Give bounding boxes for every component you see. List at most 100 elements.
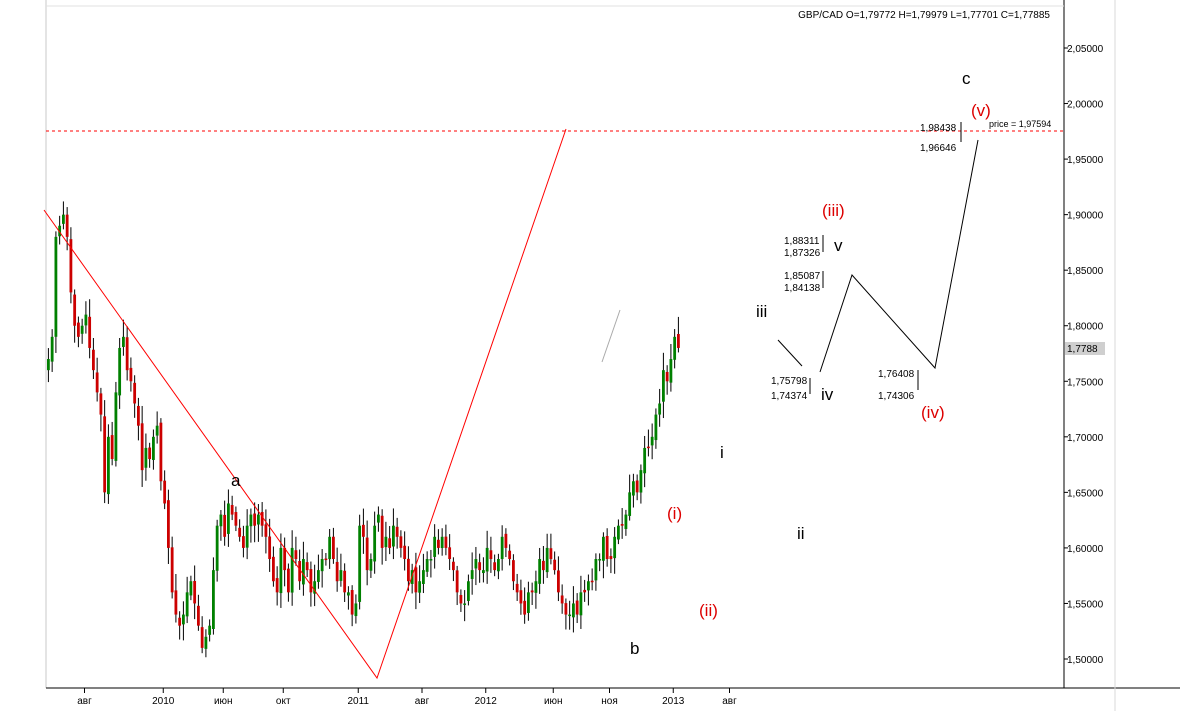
candle bbox=[425, 551, 429, 577]
candle bbox=[50, 329, 54, 372]
candle bbox=[200, 616, 204, 654]
candle-body bbox=[362, 524, 365, 537]
candle bbox=[654, 408, 658, 449]
candle bbox=[504, 528, 508, 558]
candle bbox=[317, 554, 320, 589]
last-price-tag bbox=[1065, 342, 1105, 355]
trend-lines bbox=[43, 128, 567, 680]
candle-body bbox=[65, 214, 69, 237]
candle bbox=[455, 565, 459, 606]
candle bbox=[444, 524, 448, 556]
candle-body bbox=[294, 550, 298, 560]
candle bbox=[377, 506, 380, 532]
x-tick-label: 2012 bbox=[475, 696, 498, 707]
candle-body bbox=[609, 556, 613, 560]
wave-label-r-v: (v) bbox=[971, 101, 991, 120]
candle-body bbox=[140, 423, 144, 471]
level-label-5: 1,88311 bbox=[784, 236, 820, 247]
candle bbox=[673, 329, 677, 369]
x-tick-label: июн bbox=[544, 696, 563, 707]
candle-body bbox=[583, 589, 587, 593]
candle-body bbox=[174, 590, 178, 615]
x-tick-label: 2013 bbox=[662, 696, 685, 707]
candle-body bbox=[133, 382, 137, 404]
candle-body bbox=[650, 436, 654, 446]
candle bbox=[399, 530, 403, 558]
y-tick-label: 1,70000 bbox=[1067, 433, 1104, 444]
candle bbox=[193, 565, 197, 620]
candle bbox=[339, 553, 343, 587]
candle-body bbox=[242, 536, 245, 548]
candle bbox=[635, 474, 639, 501]
target-price-label: price = 1,97594 bbox=[989, 119, 1051, 129]
candle-body bbox=[467, 581, 470, 601]
y-tick-label: 1,95000 bbox=[1067, 155, 1104, 166]
candle-body bbox=[620, 524, 624, 526]
candle-body bbox=[635, 480, 639, 493]
candle-body bbox=[260, 512, 264, 526]
candle bbox=[485, 530, 489, 584]
candle-body bbox=[444, 536, 448, 548]
candle bbox=[182, 601, 185, 641]
candle-body bbox=[455, 570, 459, 593]
candle bbox=[125, 326, 129, 381]
candle-body bbox=[658, 403, 662, 415]
candle-body bbox=[399, 536, 403, 548]
y-tick-label: 1,60000 bbox=[1067, 544, 1104, 555]
candle bbox=[677, 316, 680, 353]
candle-body bbox=[182, 614, 185, 625]
level-label-2: 1,74374 bbox=[771, 391, 808, 402]
candle-body bbox=[155, 425, 159, 436]
candle bbox=[474, 546, 478, 586]
price-axis[interactable]: 1,50000 1,55000 1,60000 1,65000 1,70000 1,750… bbox=[1064, 44, 1104, 666]
candle-body bbox=[425, 559, 429, 572]
candle-body bbox=[328, 536, 332, 560]
candle bbox=[497, 553, 500, 580]
candle bbox=[212, 557, 215, 635]
candle bbox=[114, 381, 118, 467]
candle bbox=[388, 526, 392, 555]
candle-body bbox=[347, 592, 350, 596]
candle bbox=[189, 575, 193, 601]
candle bbox=[170, 536, 174, 599]
candle bbox=[167, 489, 170, 564]
candle-body bbox=[50, 336, 54, 362]
candle bbox=[242, 525, 245, 558]
candle-body bbox=[283, 547, 287, 571]
candle-body bbox=[602, 536, 605, 561]
candle-body bbox=[470, 570, 474, 579]
candle bbox=[347, 586, 350, 610]
candle bbox=[624, 509, 628, 536]
candle-body bbox=[137, 405, 140, 426]
candle-body bbox=[485, 547, 489, 572]
candle bbox=[47, 348, 50, 383]
candle bbox=[332, 527, 335, 564]
candle bbox=[208, 619, 212, 642]
candle bbox=[260, 502, 264, 537]
candle bbox=[500, 525, 504, 571]
candle-body bbox=[497, 559, 500, 572]
candle-body bbox=[392, 525, 395, 547]
candle bbox=[665, 365, 669, 395]
candle-body bbox=[549, 548, 553, 560]
candle bbox=[583, 579, 587, 602]
candle bbox=[373, 511, 377, 574]
candle bbox=[313, 564, 317, 607]
candle bbox=[320, 549, 324, 588]
candle-body bbox=[422, 570, 425, 584]
candle-body bbox=[395, 526, 399, 537]
candle-body bbox=[279, 547, 283, 594]
candle-body bbox=[418, 581, 422, 593]
candle-body bbox=[129, 367, 133, 382]
time-axis[interactable]: авг 2010 июн окт 2011 авг 2012 июн ноя 2013 авг bbox=[77, 688, 737, 707]
candle-body bbox=[339, 570, 343, 581]
candle-body bbox=[332, 536, 335, 560]
candle bbox=[133, 375, 137, 418]
candle-body bbox=[335, 561, 339, 582]
candle bbox=[163, 470, 167, 510]
candle-body bbox=[463, 603, 467, 605]
candle bbox=[62, 201, 65, 230]
candle-body bbox=[152, 436, 155, 460]
